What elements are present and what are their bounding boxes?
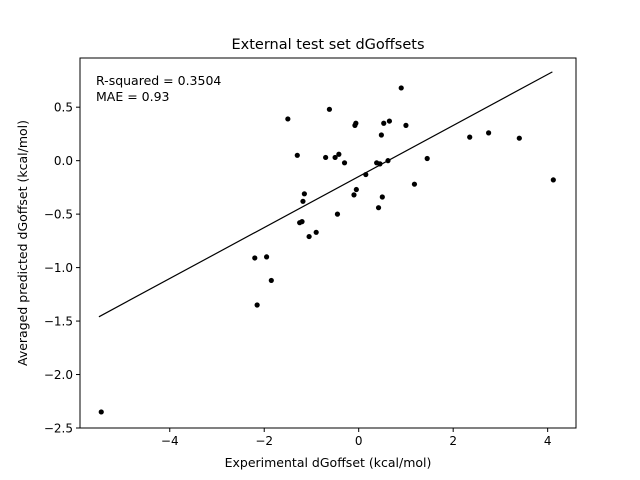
data-point — [516, 135, 522, 141]
chart-title: External test set dGoffsets — [231, 37, 424, 53]
data-point — [363, 171, 369, 178]
data-point — [285, 116, 291, 122]
data-point — [403, 122, 409, 128]
data-point — [254, 302, 260, 308]
data-point — [301, 191, 307, 197]
x-tick-label: −2 — [255, 434, 273, 448]
data-point — [411, 181, 418, 187]
data-point — [323, 154, 329, 161]
y-tick-label: −1.5 — [44, 315, 73, 329]
data-point — [353, 186, 359, 193]
y-tick-label: −2.5 — [44, 422, 73, 436]
data-point — [263, 254, 270, 260]
data-point — [424, 155, 430, 162]
data-point — [378, 132, 384, 138]
data-point — [550, 177, 556, 183]
data-point — [385, 158, 391, 164]
mae-annotation: MAE = 0.93 — [96, 89, 170, 104]
data-point — [268, 277, 274, 284]
x-tick-label: 2 — [449, 434, 457, 448]
data-point — [351, 192, 357, 198]
data-point — [299, 219, 305, 225]
data-point — [353, 120, 359, 126]
plot-frame — [79, 57, 577, 429]
data-point — [386, 118, 393, 124]
data-point — [326, 106, 333, 112]
data-point — [334, 211, 341, 217]
data-point — [381, 120, 387, 126]
data-point — [252, 255, 258, 261]
x-axis-label: Experimental dGoffset (kcal/mol) — [225, 455, 432, 470]
regression-line — [98, 71, 553, 318]
x-tick-label: 4 — [544, 434, 552, 448]
x-tick-label: 0 — [355, 434, 363, 448]
plot-layer: −4 −2 0 2 4 −2.5 −2.0 −1.5 −1.0 −0.5 0.0 0.5 — [44, 71, 556, 448]
data-point — [341, 160, 348, 166]
data-point — [379, 194, 385, 200]
y-axis-label: Averaged predicted dGoffset (kcal/mol) — [15, 120, 30, 366]
x-tick-label: −4 — [161, 434, 179, 448]
data-point — [300, 198, 306, 204]
data-point — [398, 85, 404, 91]
y-tick-label: 0.0 — [54, 154, 73, 168]
data-point — [486, 130, 492, 136]
y-tick-label: 0.5 — [54, 101, 73, 115]
r-squared-annotation: R-squared = 0.3504 — [96, 73, 221, 88]
data-point — [336, 151, 342, 157]
data-point — [467, 134, 473, 140]
data-point — [313, 229, 319, 235]
y-tick-label: −1.0 — [44, 261, 73, 275]
data-point — [294, 152, 300, 158]
data-point — [375, 205, 382, 211]
y-tick-label: −2.0 — [44, 368, 73, 382]
data-point — [98, 409, 104, 415]
data-point — [306, 233, 312, 240]
data-point — [377, 161, 383, 167]
y-tick-label: −0.5 — [44, 208, 73, 222]
data-point — [332, 154, 338, 161]
